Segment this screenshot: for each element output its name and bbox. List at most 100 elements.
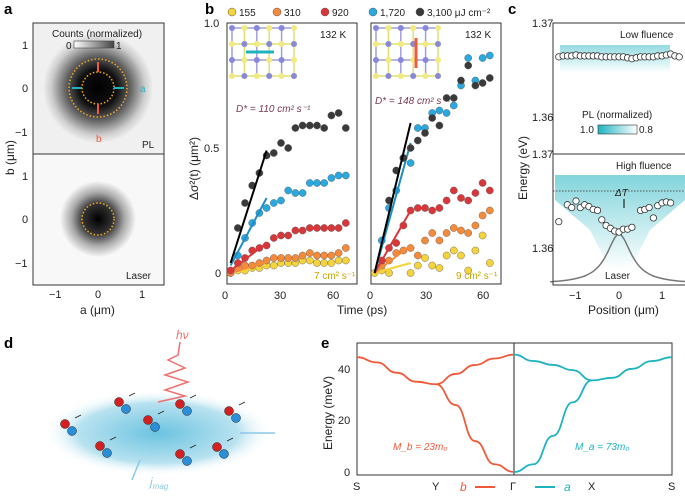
data-point-310 [291, 254, 300, 262]
lattice-atom [278, 41, 285, 47]
data-point-920 [421, 204, 429, 212]
data-point-310 [298, 251, 307, 260]
data-point-1720 [341, 171, 350, 180]
lattice-atom [241, 25, 248, 31]
diffusivity-high: D* = 110 cm² s⁻¹ [236, 104, 311, 115]
arrow-down-left-icon [131, 459, 141, 481]
electron-icon [231, 413, 241, 423]
data-point-155 [442, 251, 451, 260]
data-point-920 [269, 234, 278, 242]
data-point-920 [478, 179, 487, 187]
panel-label-b: b [205, 1, 214, 18]
panel-c: Low fluence High fluence PL (normalized)… [516, 18, 685, 317]
lattice-atom [385, 41, 392, 47]
motion-line-icon [189, 394, 197, 399]
y-tick: 20 [338, 415, 350, 427]
data-point-310 [334, 249, 343, 257]
y-tick: 0 [344, 467, 350, 479]
hole-icon [143, 415, 153, 425]
data-point [628, 223, 636, 231]
data-point-3100 [298, 121, 307, 130]
diffusivity-low: 7 cm² s⁻¹ [314, 271, 356, 282]
lattice-atom [266, 57, 273, 63]
panel-e: M_b = 23m₀ M_a = 73m₀ S Y Γ X S b a 0 20… [321, 342, 675, 494]
data-point-3100 [471, 81, 480, 90]
data-point-920 [442, 196, 451, 205]
y-tick: 0 [22, 83, 28, 95]
data-point-1720 [262, 204, 271, 212]
fit-line [374, 262, 411, 274]
lattice-atom [422, 57, 429, 63]
lattice-atom [229, 73, 235, 79]
data-point-155 [413, 261, 422, 270]
outer-dotted-circle [68, 58, 128, 118]
exciton-cloud [43, 390, 273, 476]
data-point-155 [313, 259, 321, 267]
x-tick: 30 [274, 290, 286, 302]
data-point [649, 214, 658, 222]
x-axis-label: Position (μm) [588, 303, 659, 317]
data-point-155 [406, 269, 415, 277]
data-point-920 [327, 224, 336, 232]
legend-marker [227, 7, 237, 17]
data-point-1720 [291, 189, 300, 197]
data-point-920 [435, 204, 444, 212]
electron-icon [182, 406, 192, 416]
colorbar-min: 0 [66, 41, 72, 52]
colorbar [73, 40, 115, 49]
laser-label: Laser [126, 271, 152, 282]
data-point-920 [485, 186, 494, 195]
data-point-1720 [435, 106, 444, 115]
data-point-310 [341, 244, 350, 252]
hole-icon [175, 449, 185, 459]
legend-marker [272, 7, 282, 17]
data-point-310 [413, 251, 422, 260]
panel-label-d: d [4, 335, 13, 352]
lattice-atom [278, 73, 285, 79]
x-tick: Y [432, 481, 440, 493]
data-point-920 [320, 224, 329, 232]
data-point-3100 [421, 129, 429, 137]
plot-frame-a [226, 22, 358, 285]
data-point-920 [305, 224, 314, 232]
data-point [593, 206, 602, 214]
fit-line [229, 150, 268, 264]
data-point-1720 [305, 179, 314, 187]
data-point-310 [320, 251, 329, 260]
data-point-3100 [442, 94, 451, 102]
fit-line [230, 260, 267, 274]
data-point-920 [457, 194, 465, 202]
y-tick: 1 [22, 171, 28, 183]
colorbar-max: 0.8 [639, 125, 653, 136]
lattice-atom [435, 25, 441, 31]
y-axis-label: Δσ²(t) (μm²) [187, 137, 201, 200]
x-tick: 0 [367, 290, 373, 302]
hole-icon [114, 397, 124, 407]
data-point-1720 [284, 186, 293, 195]
legend-marker [320, 7, 330, 17]
lattice-atom [410, 73, 417, 79]
motion-line-icon [74, 414, 82, 419]
data-point-155 [334, 256, 343, 265]
data-point-920 [277, 231, 285, 240]
lattice-atom [397, 73, 404, 79]
x-tick: 60 [477, 290, 489, 302]
data-point-920 [464, 196, 473, 205]
colorbar [597, 124, 638, 135]
dispersion-curve-b-upper [356, 353, 515, 386]
data-point-1720 [334, 171, 343, 180]
fit-line [229, 242, 268, 272]
electron-icon [67, 426, 77, 436]
x-tick: X [588, 481, 596, 493]
laser-dotted-circle [81, 202, 115, 236]
motion-line-icon [109, 436, 117, 441]
photon-wave-icon [157, 341, 191, 403]
y-tick: 1.0 [204, 18, 219, 30]
axis-a-marker: a [140, 84, 146, 95]
motion-line-icon [238, 401, 246, 406]
hole-icon [175, 399, 185, 409]
data-point-920 [291, 226, 300, 235]
data-point-310 [305, 249, 314, 257]
legend-label: 310 [284, 8, 301, 19]
data-point-1720 [269, 199, 278, 207]
